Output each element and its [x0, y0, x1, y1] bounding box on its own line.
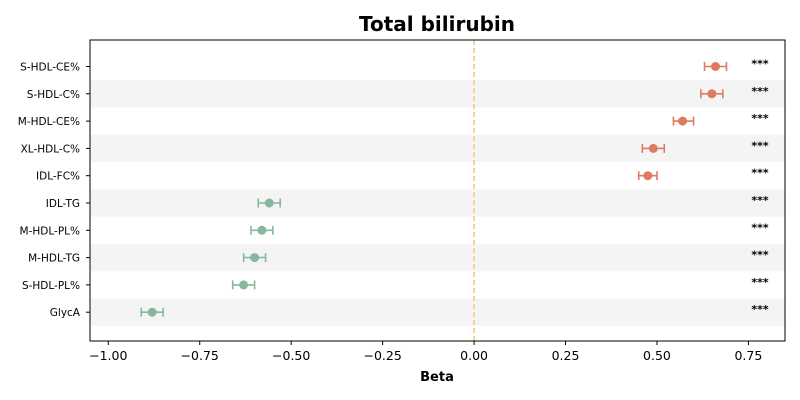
y-tick-label: XL-HDL-C% — [21, 143, 80, 155]
row-band — [90, 189, 785, 217]
data-point-6 — [250, 225, 274, 235]
x-tick-label: −0.75 — [181, 348, 219, 363]
point-marker — [643, 171, 653, 181]
data-point-9 — [140, 307, 164, 317]
x-axis: −1.00 −0.75 −0.50 −0.25 0.00 0.25 0.50 0.75 — [89, 341, 762, 363]
data-point-7 — [242, 253, 267, 263]
point-marker — [264, 198, 274, 208]
y-tick-label: IDL-TG — [46, 198, 80, 210]
data-point-4 — [637, 171, 658, 181]
significance-label: *** — [751, 221, 769, 234]
y-tick-label: M-HDL-TG — [28, 253, 80, 265]
significance-label: *** — [751, 167, 769, 180]
y-tick-label: M-HDL-CE% — [18, 116, 80, 128]
y-tick-label: S-HDL-CE% — [20, 62, 80, 74]
row-band — [90, 298, 785, 326]
point-marker — [707, 89, 717, 99]
data-point-2 — [672, 116, 695, 126]
x-tick-label: −0.25 — [363, 348, 401, 363]
row-bands — [90, 80, 785, 326]
data-point-3 — [641, 143, 666, 153]
point-marker — [250, 253, 260, 263]
y-tick-label: IDL-FC% — [36, 171, 80, 183]
data-point-8 — [231, 280, 256, 290]
x-axis-label: Beta — [420, 370, 454, 385]
x-tick-label: 0.75 — [734, 348, 762, 363]
x-tick-label: −0.50 — [272, 348, 310, 363]
significance-labels: *** *** *** *** *** *** *** *** *** *** — [751, 58, 769, 317]
point-marker — [648, 143, 658, 153]
data-marks — [140, 62, 728, 317]
x-tick-label: 0.00 — [460, 348, 488, 363]
row-band — [90, 134, 785, 163]
data-point-0 — [703, 62, 728, 71]
significance-label: *** — [751, 112, 769, 125]
y-tick-label: GlycA — [50, 307, 81, 319]
plot-frame — [89, 39, 786, 342]
significance-label: *** — [751, 194, 769, 207]
significance-label: *** — [751, 58, 769, 71]
y-tick-label: S-HDL-C% — [27, 89, 80, 101]
point-marker — [711, 62, 720, 71]
point-marker — [678, 116, 688, 126]
x-tick-label: 0.50 — [643, 348, 671, 363]
y-axis-labels: S-HDL-CE% S-HDL-C% M-HDL-CE% XL-HDL-C% IDL-F… — [18, 62, 90, 319]
row-band — [90, 80, 785, 108]
significance-label: *** — [751, 249, 769, 262]
y-tick-label: M-HDL-PL% — [20, 225, 80, 237]
significance-label: *** — [751, 85, 769, 98]
significance-label: *** — [751, 303, 769, 316]
significance-label: *** — [751, 276, 769, 289]
row-band — [90, 243, 785, 272]
chart-title: Total bilirubin — [359, 12, 515, 36]
y-tick-label: S-HDL-PL% — [22, 280, 80, 292]
data-point-1 — [700, 89, 724, 99]
data-point-5 — [257, 198, 282, 208]
point-marker — [257, 225, 267, 235]
x-tick-label: 0.25 — [552, 348, 580, 363]
point-marker — [239, 280, 249, 290]
x-tick-label: −1.00 — [89, 348, 127, 363]
significance-label: *** — [751, 139, 769, 152]
point-marker — [147, 307, 157, 317]
